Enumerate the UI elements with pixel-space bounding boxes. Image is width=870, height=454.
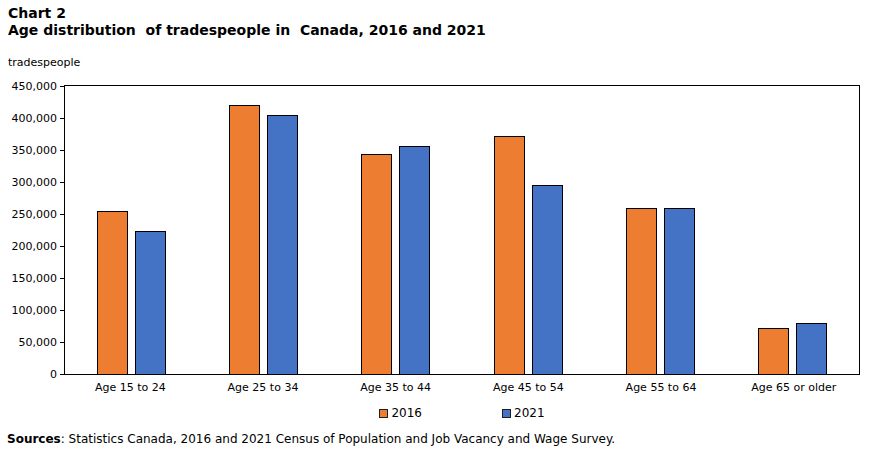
y-axis-tick-label: 300,000: [3, 176, 57, 189]
bar-2021-age-65-or-older: [796, 323, 827, 374]
bar-group-age-45-to-54: [462, 86, 594, 374]
y-axis-tick-mark: [60, 246, 64, 247]
bar-group-age-25-to-34: [197, 86, 329, 374]
x-axis-label-age-55-to-64: Age 55 to 64: [595, 381, 728, 394]
bar-2021-age-55-to-64: [664, 208, 695, 374]
x-axis-label-age-25-to-34: Age 25 to 34: [197, 381, 330, 394]
legend-label-2021: 2021: [514, 406, 545, 420]
bar-group-age-55-to-64: [594, 86, 726, 374]
legend-item-2021: 2021: [502, 406, 545, 420]
chart-canvas: Chart 2 Age distribution of tradespeople…: [0, 0, 870, 454]
source-note-text: : Statistics Canada, 2016 and 2021 Censu…: [61, 432, 615, 446]
bar-group-age-35-to-44: [330, 86, 462, 374]
bar-group-age-65-or-older: [727, 86, 859, 374]
x-axis-label-age-15-to-24: Age 15 to 24: [64, 381, 197, 394]
source-note-label: Sources: [7, 432, 61, 446]
y-axis-tick-label: 400,000: [3, 112, 57, 125]
y-axis-tick-label: 150,000: [3, 272, 57, 285]
legend-swatch-2021: [502, 409, 511, 418]
y-axis-tick-mark: [60, 182, 64, 183]
y-axis-tick-mark: [60, 86, 64, 87]
plot-area: 050,000100,000150,000200,000250,000300,0…: [64, 85, 860, 375]
chart-title: Chart 2: [8, 5, 66, 22]
bar-2021-age-35-to-44: [399, 146, 430, 374]
legend-label-2016: 2016: [391, 406, 422, 420]
y-axis-tick-mark: [60, 342, 64, 343]
y-axis-tick-mark: [60, 374, 64, 375]
x-axis-label-age-45-to-54: Age 45 to 54: [462, 381, 595, 394]
source-note: Sources: Statistics Canada, 2016 and 202…: [7, 432, 615, 446]
bar-2016-age-65-or-older: [758, 328, 789, 374]
y-axis-tick-label: 450,000: [3, 80, 57, 93]
bar-2016-age-55-to-64: [626, 208, 657, 374]
y-axis-tick-mark: [60, 214, 64, 215]
bar-2016-age-15-to-24: [97, 211, 128, 374]
y-axis-tick-mark: [60, 310, 64, 311]
x-axis-label-age-65-or-older: Age 65 or older: [727, 381, 860, 394]
y-axis-tick-label: 100,000: [3, 304, 57, 317]
y-axis-tick-mark: [60, 150, 64, 151]
bar-2021-age-25-to-34: [267, 115, 298, 374]
bar-group-age-15-to-24: [65, 86, 197, 374]
y-axis-tick-mark: [60, 278, 64, 279]
y-axis-tick-label: 0: [3, 368, 57, 381]
x-axis-labels: Age 15 to 24Age 25 to 34Age 35 to 44Age …: [64, 381, 860, 394]
legend: 2016 2021: [64, 406, 860, 420]
legend-item-2016: 2016: [379, 406, 422, 420]
bar-2021-age-45-to-54: [532, 185, 563, 374]
legend-swatch-2016: [379, 409, 388, 418]
y-axis-unit-label: tradespeople: [8, 56, 80, 69]
bar-2016-age-25-to-34: [229, 105, 260, 374]
y-axis-tick-label: 350,000: [3, 144, 57, 157]
y-axis-tick-label: 200,000: [3, 240, 57, 253]
y-axis-tick-label: 250,000: [3, 208, 57, 221]
y-axis-tick-mark: [60, 118, 64, 119]
bar-2016-age-35-to-44: [361, 154, 392, 374]
y-axis-tick-label: 50,000: [3, 336, 57, 349]
bar-groups-container: [65, 86, 859, 374]
x-axis-label-age-35-to-44: Age 35 to 44: [329, 381, 462, 394]
chart-subtitle: Age distribution of tradespeople in Cana…: [8, 22, 486, 39]
bar-2021-age-15-to-24: [135, 231, 166, 374]
bar-2016-age-45-to-54: [494, 136, 525, 374]
